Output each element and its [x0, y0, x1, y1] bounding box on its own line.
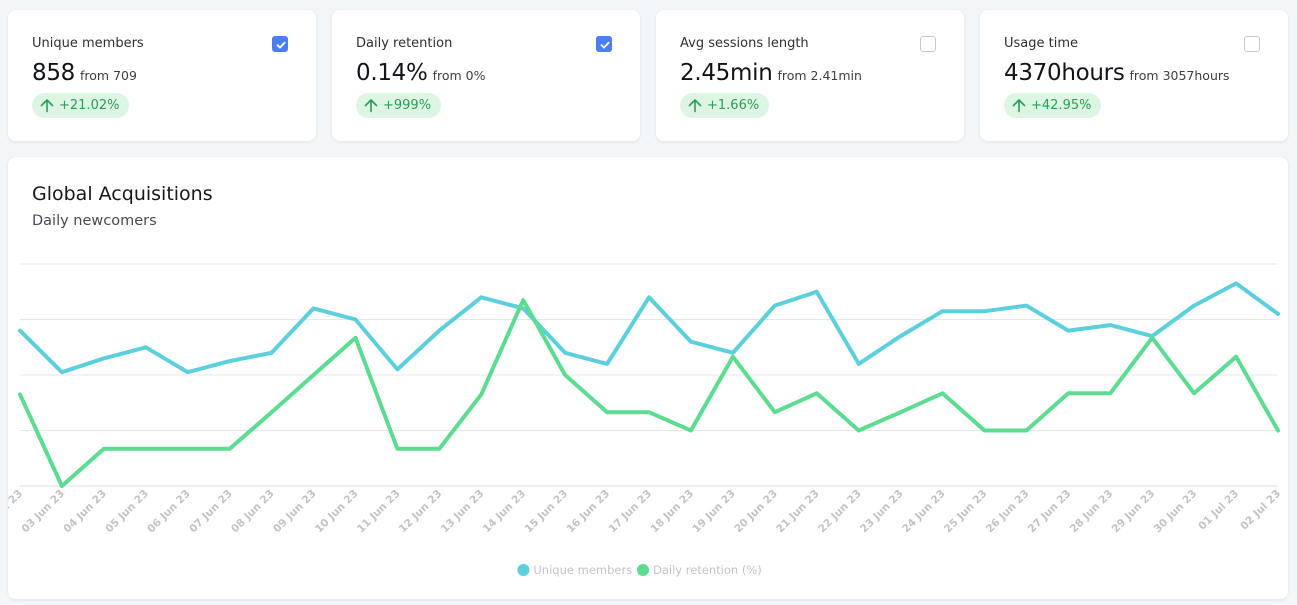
legend-marker	[517, 564, 530, 576]
x-tick-label: 15 Jun 23	[523, 488, 571, 536]
x-tick-label: 14 Jun 23	[481, 488, 529, 536]
stat-value: 2.45min	[680, 60, 773, 86]
x-tick-label: 27 Jun 23	[1026, 488, 1074, 536]
stat-from: from 3057hours	[1129, 68, 1230, 83]
stat-label: Usage time	[1004, 36, 1079, 51]
x-tick-label: 21 Jun 23	[774, 488, 822, 536]
stat-card-avg-sessions-length: Avg sessions length 2.45min from 2.41min …	[656, 10, 964, 141]
x-tick-label: 26 Jun 23	[984, 488, 1032, 536]
arrow-up-icon	[40, 99, 54, 113]
chart-subtitle: Daily newcomers	[32, 213, 157, 229]
stat-card-usage-time: Usage time 4370hours from 3057hours +42.9…	[980, 10, 1288, 141]
x-tick-label: 07 Jun 23	[187, 488, 235, 536]
arrow-up-icon	[364, 99, 378, 113]
stat-value-row: 2.45min from 2.41min	[680, 60, 862, 86]
x-tick-label: 16 Jun 23	[565, 488, 613, 536]
stat-from: from 0%	[432, 68, 486, 83]
stat-change-badge: +999%	[356, 93, 442, 118]
x-tick-label: 04 Jun 23	[61, 488, 109, 536]
stat-change-value: +1.66%	[707, 98, 760, 113]
series-line-unique-members	[18, 281, 1280, 375]
stat-value: 0.14%	[356, 60, 428, 86]
x-tick-label: 01 Jul 23	[1196, 488, 1241, 533]
x-tick-label: 12 Jun 23	[397, 488, 445, 536]
stat-from: from 2.41min	[777, 68, 862, 83]
stat-card-unique-members: Unique members 858 from 709 +21.02%	[8, 10, 316, 141]
checkmark-icon	[600, 41, 610, 49]
stat-from: from 709	[80, 68, 137, 83]
legend-marker	[637, 564, 649, 576]
chart-title: Global Acquisitions	[32, 183, 213, 205]
x-tick-label: 09 Jun 23	[271, 488, 319, 536]
x-tick-label: 13 Jun 23	[439, 488, 487, 536]
x-tick-label: 28 Jun 23	[1068, 488, 1116, 536]
checkmark-icon	[276, 41, 286, 49]
x-tick-label: 05 Jun 23	[103, 488, 151, 536]
stat-change-badge: +21.02%	[32, 93, 130, 118]
stat-change-badge: +1.66%	[680, 93, 770, 118]
x-tick-label: 19 Jun 23	[690, 488, 738, 536]
stat-label: Avg sessions length	[680, 36, 809, 51]
stat-card-daily-retention: Daily retention 0.14% from 0% +999%	[332, 10, 640, 141]
x-tick-label: 10 Jun 23	[313, 488, 361, 536]
x-tick-label: 06 Jun 23	[145, 488, 193, 536]
x-tick-label: 20 Jun 23	[732, 488, 780, 536]
x-tick-label: 30 Jun 23	[1152, 488, 1200, 536]
series-line-daily-retention	[18, 298, 1280, 488]
x-tick-label: 17 Jun 23	[606, 488, 654, 536]
x-tick-label: 03 Jun 23	[19, 488, 67, 536]
stat-label: Unique members	[32, 36, 144, 51]
stat-value: 4370hours	[1004, 60, 1125, 86]
x-tick-label: 29 Jun 23	[1110, 488, 1158, 536]
x-tick-label: 18 Jun 23	[648, 488, 696, 536]
stat-value: 858	[32, 60, 75, 86]
x-tick-label: 24 Jun 23	[900, 488, 948, 536]
legend-label: Daily retention (%)	[653, 563, 762, 577]
stat-change-value: +42.95%	[1031, 98, 1092, 113]
x-tick-label: 23 Jun 23	[858, 488, 906, 536]
legend-label: Unique members	[533, 563, 632, 577]
stat-value-row: 0.14% from 0%	[356, 60, 485, 86]
x-tick-label: 25 Jun 23	[942, 488, 990, 536]
stat-value-row: 4370hours from 3057hours	[1004, 60, 1230, 86]
stat-checkbox-avg-sessions-length[interactable]	[920, 36, 936, 52]
x-tick-label: 02 Jul 23	[1238, 488, 1283, 533]
x-tick-label: 22 Jun 23	[816, 488, 864, 536]
stat-label: Daily retention	[356, 36, 453, 51]
arrow-up-icon	[688, 99, 702, 113]
stat-checkbox-usage-time[interactable]	[1244, 36, 1260, 52]
x-tick-label: 11 Jun 23	[355, 488, 403, 536]
stat-checkbox-unique-members[interactable]	[272, 36, 288, 52]
stat-value-row: 858 from 709	[32, 60, 137, 86]
stat-checkbox-daily-retention[interactable]	[596, 36, 612, 52]
stat-change-value: +999%	[383, 98, 432, 113]
arrow-up-icon	[1012, 99, 1026, 113]
stat-change-badge: +42.95%	[1004, 93, 1102, 118]
x-tick-label: 08 Jun 23	[229, 488, 277, 536]
stat-change-value: +21.02%	[59, 98, 120, 113]
